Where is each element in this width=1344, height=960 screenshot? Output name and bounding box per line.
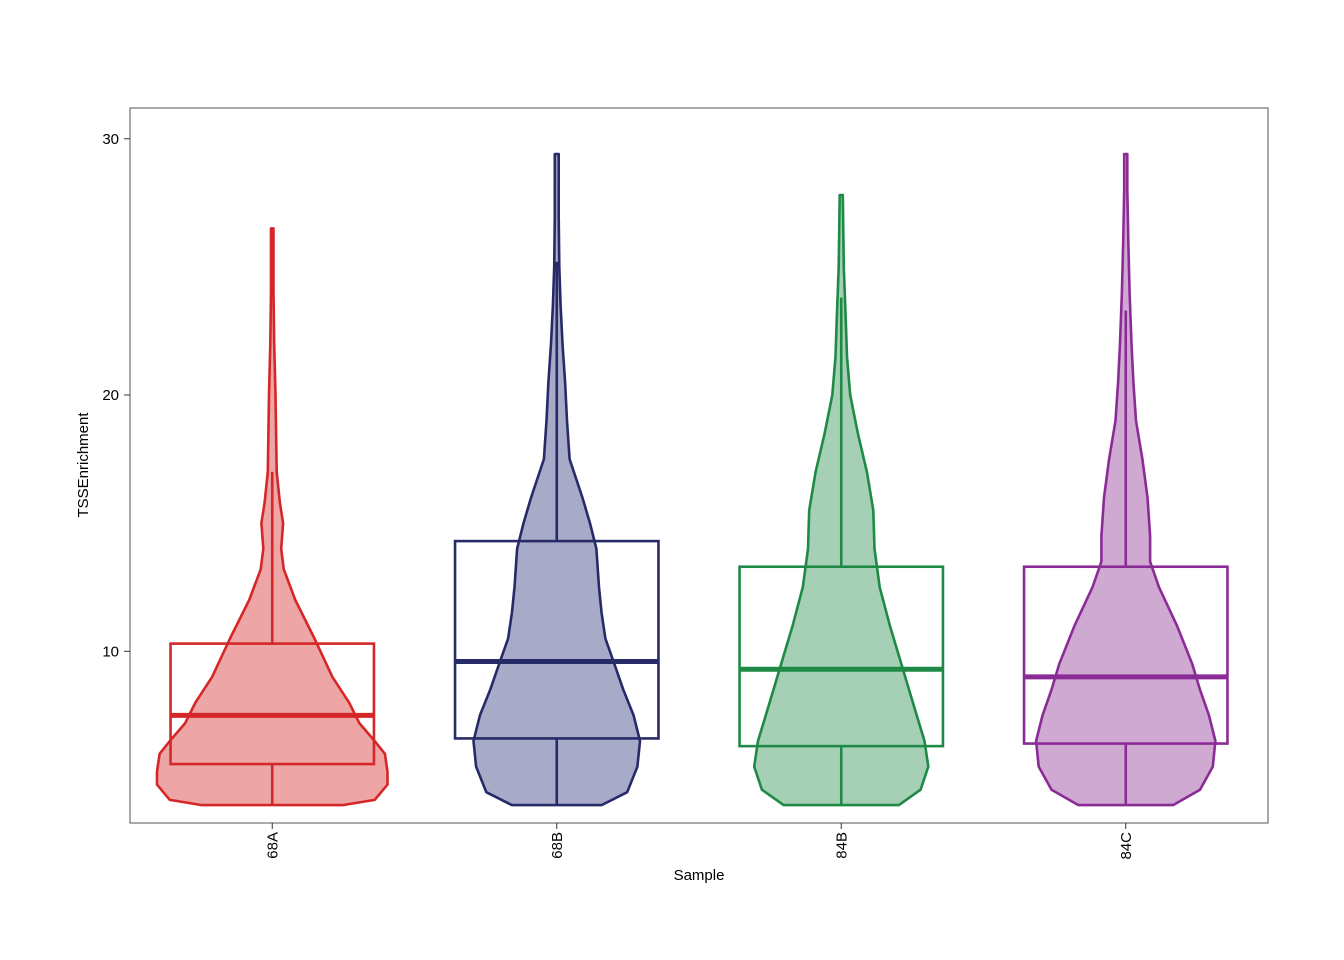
y-tick-label-20: 20	[102, 387, 119, 404]
x-axis: 68A 68B 84B 84C	[264, 823, 1135, 860]
violin-68B	[453, 152, 660, 807]
violin-series-group	[155, 152, 1229, 807]
x-tick-label-68A: 68A	[264, 832, 281, 859]
violin-84B	[738, 193, 945, 807]
box-84C	[1022, 565, 1229, 745]
violin-68A	[155, 227, 389, 807]
y-axis-title: TSSEnrichment	[75, 412, 92, 518]
box-84B	[738, 565, 945, 748]
y-tick-label-30: 30	[102, 131, 119, 148]
y-tick-label-10: 10	[102, 643, 119, 660]
plot-panel-border	[129, 107, 1269, 824]
x-tick-label-84B: 84B	[833, 832, 850, 859]
x-tick-label-84C: 84C	[1118, 832, 1135, 860]
box-68B	[453, 539, 660, 740]
x-axis-title: Sample	[674, 867, 725, 884]
x-tick-label-68B: 68B	[549, 832, 566, 859]
box-68A	[169, 642, 376, 766]
y-axis: 10 20 30	[102, 131, 130, 660]
violin-84C	[1022, 152, 1229, 807]
